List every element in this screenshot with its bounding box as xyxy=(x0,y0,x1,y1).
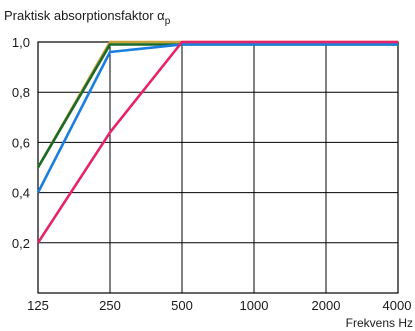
grid xyxy=(38,42,398,293)
x-tick-label: 125 xyxy=(27,298,49,313)
y-tick-label: 0,6 xyxy=(12,135,30,150)
y-tick-label: 0,8 xyxy=(12,85,30,100)
x-tick-label: 500 xyxy=(171,298,193,313)
plot-area xyxy=(37,41,399,294)
x-axis-label: Frekvens Hz xyxy=(346,316,413,330)
y-axis-label: Praktisk absorptionsfaktor αp xyxy=(4,8,171,27)
series-line xyxy=(36,43,398,194)
y-tick-labels: 0,2 0,4 0,6 0,8 1,0 xyxy=(12,35,30,251)
x-tick-labels: 125 250 500 1000 2000 4000 xyxy=(27,298,411,313)
x-tick-label: 250 xyxy=(99,298,121,313)
plot-frame xyxy=(37,41,399,294)
y-tick-label: 0,4 xyxy=(12,186,30,201)
x-tick-label: 1000 xyxy=(240,298,269,313)
series-group xyxy=(36,40,398,244)
x-tick-label: 2000 xyxy=(312,298,341,313)
y-tick-label: 1,0 xyxy=(12,35,30,50)
x-tick-label: 4000 xyxy=(383,298,412,313)
y-tick-label: 0,2 xyxy=(12,236,30,251)
series-line xyxy=(36,40,398,244)
